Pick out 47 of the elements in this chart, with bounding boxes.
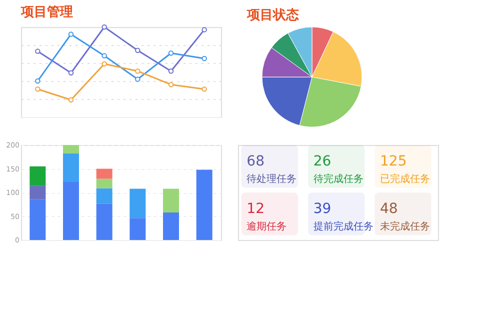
point [168,68,174,74]
bar [130,218,146,240]
point [68,70,74,76]
bar [163,212,179,240]
bar [63,145,79,154]
bar [163,188,179,212]
bar [30,199,46,240]
bar [63,182,79,240]
data-label: 48 [380,201,398,218]
category-label: 提前完成任务 [313,220,374,233]
category-label: 待处理任务 [246,173,297,186]
point [135,48,140,54]
category-label: 已完成任务 [380,173,430,186]
point [102,24,107,30]
point [35,78,40,84]
bar [130,188,146,218]
point [135,68,140,74]
point [68,32,74,37]
bar [96,204,112,240]
bar [196,170,212,240]
point [102,53,107,58]
bar [96,178,112,188]
point [202,86,207,92]
data-label: 125 [380,154,407,170]
data-label: 26 [313,154,332,170]
category-label: 未完成任务 [380,220,430,233]
point [202,56,207,62]
point [102,61,107,67]
point [168,82,174,88]
category-label: 逾期任务 [246,220,287,233]
data-label: 12 [246,201,264,218]
point [68,97,74,103]
point [168,50,174,56]
bar [96,168,112,179]
bar [63,154,79,182]
chart-title: 项目管理 [20,4,73,20]
chart-title: 项目状态 [246,7,300,23]
category-label: 待完成任务 [313,173,364,186]
point [35,86,40,92]
bar [30,166,46,186]
point [135,76,140,82]
data-label: 68 [246,154,264,170]
point [35,48,40,54]
point [202,27,207,32]
bar [96,188,112,204]
data-label: 39 [313,201,332,218]
bar [30,186,46,200]
